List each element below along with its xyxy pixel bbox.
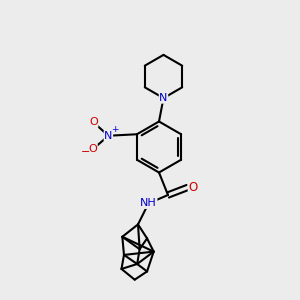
Text: −: −	[81, 147, 90, 157]
Text: NH: NH	[140, 198, 157, 208]
Text: +: +	[111, 125, 118, 134]
Text: N: N	[159, 93, 168, 103]
Text: O: O	[89, 117, 98, 127]
Text: O: O	[188, 181, 197, 194]
Text: N: N	[104, 131, 112, 141]
Text: O: O	[88, 144, 97, 154]
